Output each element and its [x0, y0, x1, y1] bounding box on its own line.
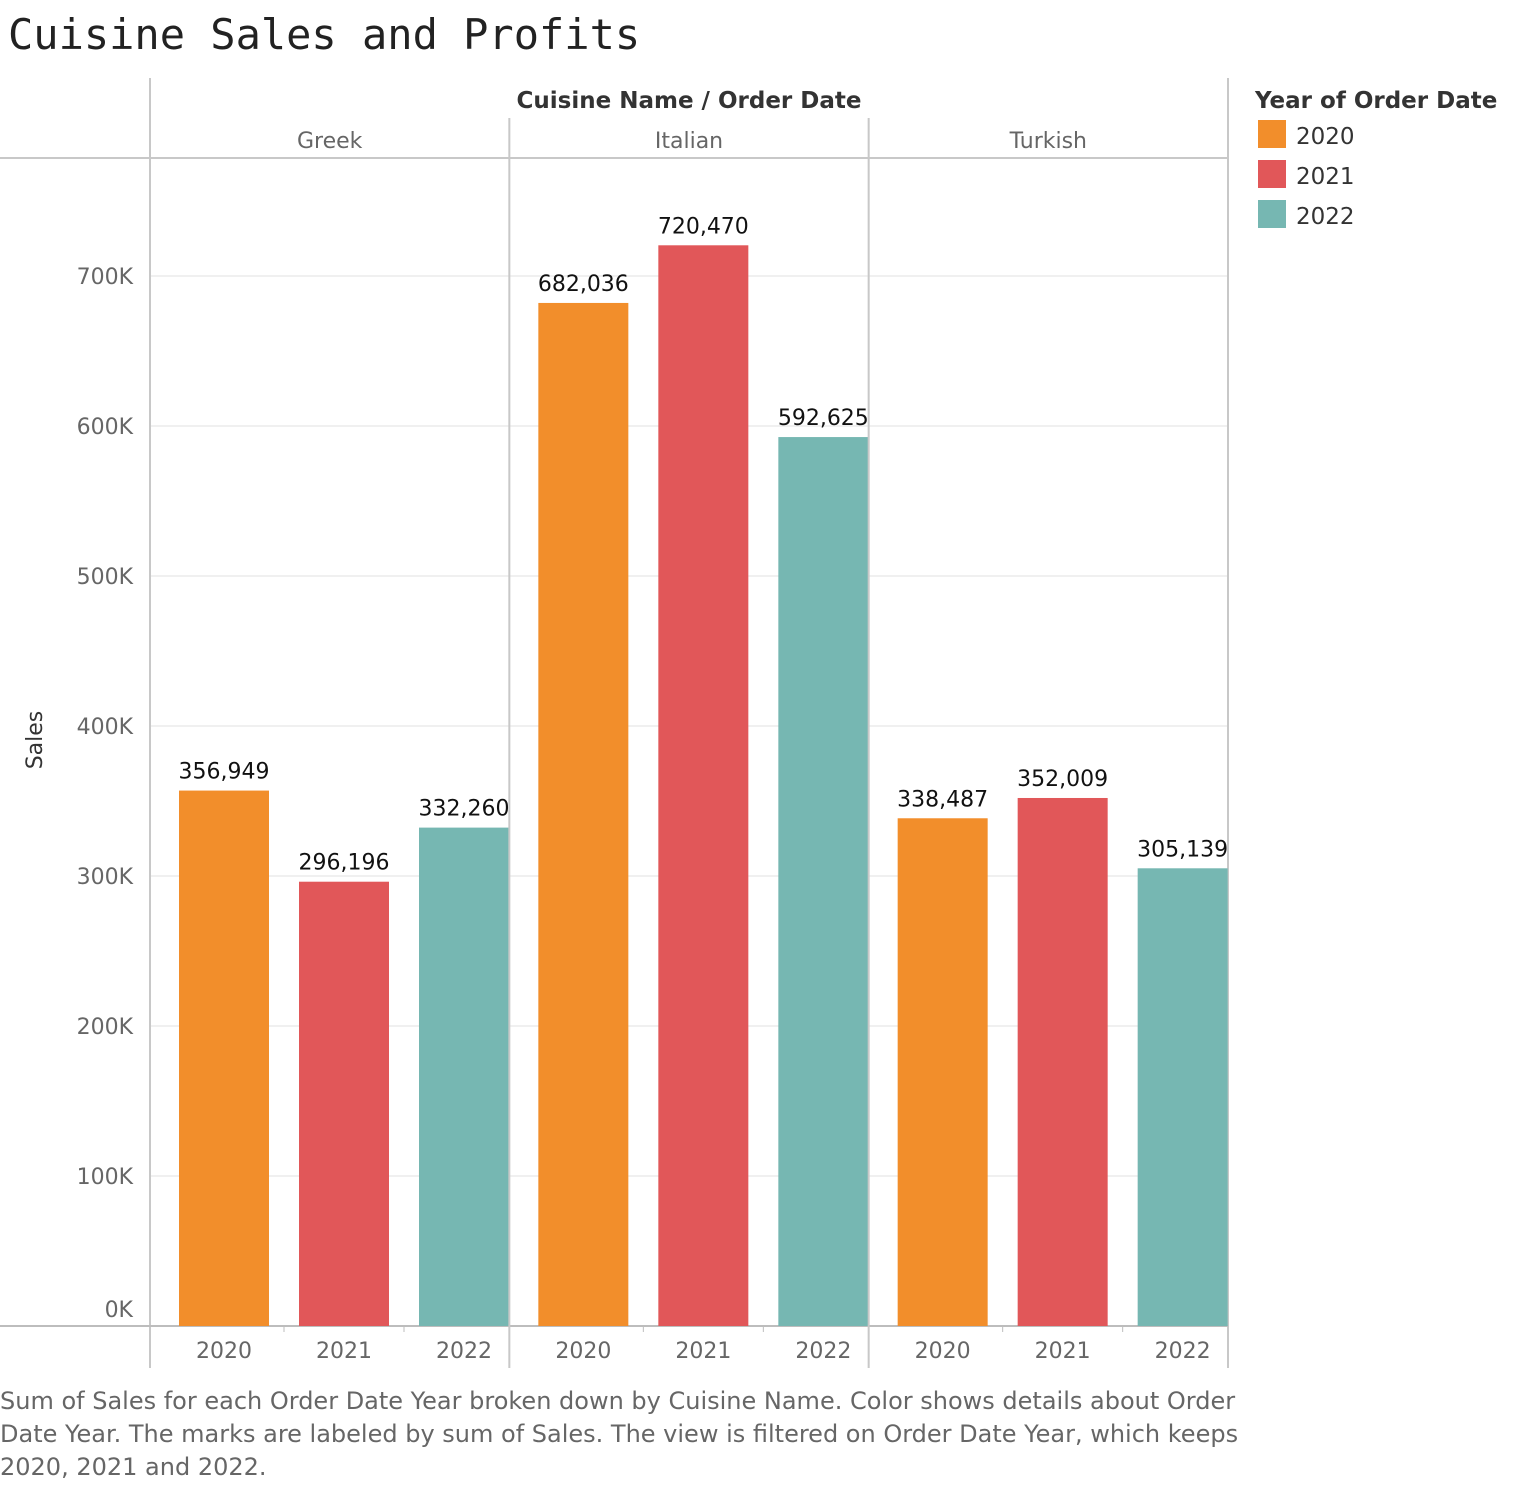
sales-bar-chart: 0K 100K 200K 300K 400K 500K 600K 700K Sales Cuisi…: [0, 78, 1497, 1368]
cuisine-label: Italian: [655, 129, 723, 154]
legend-label: 2022: [1296, 204, 1355, 230]
bar: [778, 437, 869, 1326]
y-tick-label: 0K: [105, 1298, 134, 1323]
y-tick-label: 200K: [77, 1015, 134, 1040]
x-tick-label: 2021: [316, 1339, 372, 1364]
bar-value-label: 356,949: [179, 760, 270, 785]
x-tick-label: 2020: [196, 1339, 252, 1364]
y-tick-label: 700K: [77, 265, 134, 290]
legend-title: Year of Order Date: [1254, 88, 1497, 114]
bar-value-label: 338,487: [897, 787, 988, 812]
bar: [419, 827, 509, 1326]
y-tick-label: 400K: [77, 715, 134, 740]
x-tick-label: 2022: [795, 1339, 851, 1364]
x-tick-label: 2020: [555, 1339, 611, 1364]
x-tick-label: 2021: [675, 1339, 731, 1364]
y-tick-label: 600K: [77, 415, 134, 440]
column-header: Cuisine Name / Order Date: [517, 88, 862, 114]
y-tick-label: 500K: [77, 565, 134, 590]
bar: [179, 790, 269, 1326]
legend-label: 2020: [1296, 124, 1355, 150]
bar-value-label: 305,139: [1137, 837, 1228, 862]
legend-swatch: [1258, 160, 1286, 188]
bar-value-label: 332,260: [419, 797, 510, 822]
y-tick-label: 100K: [77, 1165, 134, 1190]
bar: [658, 245, 749, 1326]
chart-caption: Sum of Sales for each Order Date Year br…: [0, 1387, 1239, 1481]
bar: [538, 302, 629, 1326]
cuisine-label: Turkish: [1009, 129, 1087, 154]
bar: [1017, 797, 1108, 1326]
bar-value-label: 682,036: [538, 272, 629, 297]
bar-value-label: 592,625: [778, 406, 869, 431]
bar: [897, 818, 988, 1326]
bar-value-label: 352,009: [1017, 767, 1108, 792]
legend-label: 2021: [1296, 164, 1355, 190]
x-tick-label: 2020: [915, 1339, 971, 1364]
legend-swatch: [1258, 200, 1286, 228]
x-tick-label: 2022: [1155, 1339, 1211, 1364]
legend-swatch: [1258, 120, 1286, 148]
y-tick-label: 300K: [77, 865, 134, 890]
x-tick-label: 2021: [1035, 1339, 1091, 1364]
bar: [299, 881, 389, 1326]
bar-value-label: 296,196: [299, 851, 390, 876]
cuisine-label: Greek: [297, 129, 363, 154]
bar: [1137, 868, 1228, 1326]
y-axis-title: Sales: [23, 711, 48, 770]
chart-title: Cuisine Sales and Profits: [8, 10, 641, 59]
bar-value-label: 720,470: [658, 214, 749, 239]
x-tick-label: 2022: [436, 1339, 492, 1364]
